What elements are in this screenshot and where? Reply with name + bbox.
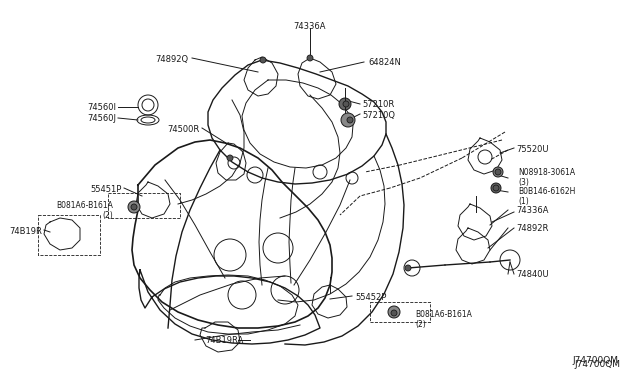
Text: 74560J: 74560J [87, 114, 116, 123]
Text: B081A6-B161A
(2): B081A6-B161A (2) [56, 201, 113, 220]
Text: 74336A: 74336A [294, 22, 326, 31]
Text: 74840U: 74840U [516, 270, 548, 279]
Text: 74500R: 74500R [168, 125, 200, 134]
Ellipse shape [260, 57, 266, 63]
Ellipse shape [227, 155, 233, 161]
Ellipse shape [491, 183, 501, 193]
Text: B081A6-B161A
(2): B081A6-B161A (2) [415, 310, 472, 329]
Ellipse shape [307, 55, 313, 61]
Text: 55451P: 55451P [91, 185, 122, 194]
Text: 74560I: 74560I [87, 103, 116, 112]
Text: 75520U: 75520U [516, 145, 548, 154]
Text: 64824N: 64824N [368, 58, 401, 67]
Ellipse shape [131, 204, 137, 210]
Text: J74700QM: J74700QM [574, 360, 620, 369]
Ellipse shape [493, 185, 499, 191]
Ellipse shape [343, 101, 349, 107]
Text: 74B19RA: 74B19RA [205, 336, 243, 345]
Ellipse shape [341, 113, 355, 127]
Text: 74892R: 74892R [516, 224, 548, 233]
Ellipse shape [391, 310, 397, 316]
Text: 74B19R: 74B19R [9, 227, 42, 236]
Text: 57210R: 57210R [362, 100, 394, 109]
Ellipse shape [128, 201, 140, 213]
Ellipse shape [339, 98, 351, 110]
Ellipse shape [388, 306, 400, 318]
Ellipse shape [405, 265, 411, 271]
Ellipse shape [493, 167, 503, 177]
Text: 74892Q: 74892Q [155, 55, 188, 64]
Text: J74700QM: J74700QM [572, 356, 618, 365]
Text: 74336A: 74336A [516, 206, 548, 215]
Text: N08918-3061A
(3): N08918-3061A (3) [518, 168, 575, 187]
Text: 55452P: 55452P [355, 293, 387, 302]
Text: B0B146-6162H
(1): B0B146-6162H (1) [518, 187, 575, 206]
Ellipse shape [347, 117, 353, 123]
Ellipse shape [495, 169, 501, 175]
Text: 57210Q: 57210Q [362, 111, 395, 120]
